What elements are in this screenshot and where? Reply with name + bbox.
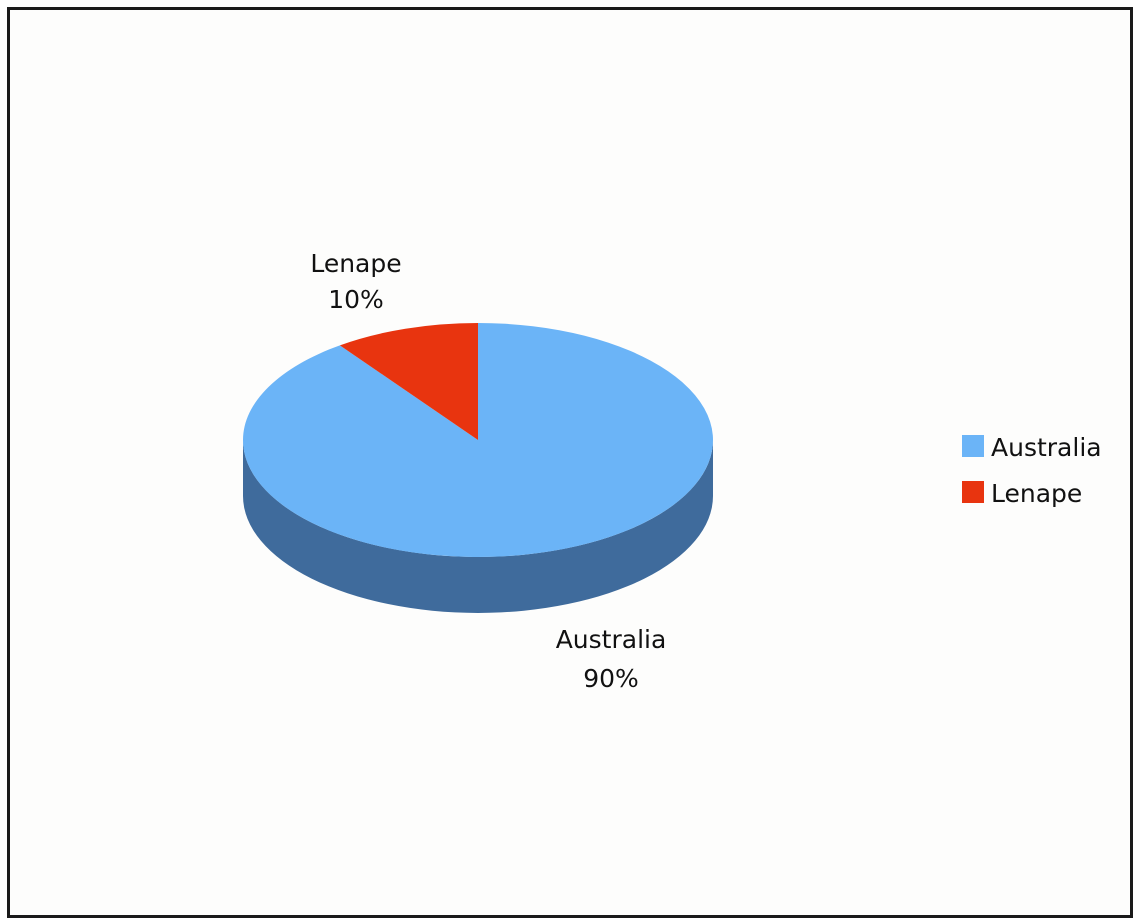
data-label-australia-value: 90% bbox=[583, 664, 639, 693]
pie-slice-australia bbox=[243, 323, 713, 557]
legend-swatch-australia bbox=[962, 435, 984, 457]
data-label-lenape-name: Lenape bbox=[310, 249, 401, 278]
pie-slice-lenape bbox=[339, 323, 478, 440]
pie-layer bbox=[243, 323, 713, 613]
data-label-lenape-value: 10% bbox=[328, 285, 384, 314]
legend-label-lenape: Lenape bbox=[991, 479, 1082, 508]
data-label-australia-name: Australia bbox=[556, 625, 667, 654]
legend: Australia Lenape bbox=[962, 433, 1102, 508]
pie-side-australia bbox=[243, 440, 713, 613]
legend-label-australia: Australia bbox=[991, 433, 1102, 462]
legend-swatch-lenape bbox=[962, 481, 984, 503]
